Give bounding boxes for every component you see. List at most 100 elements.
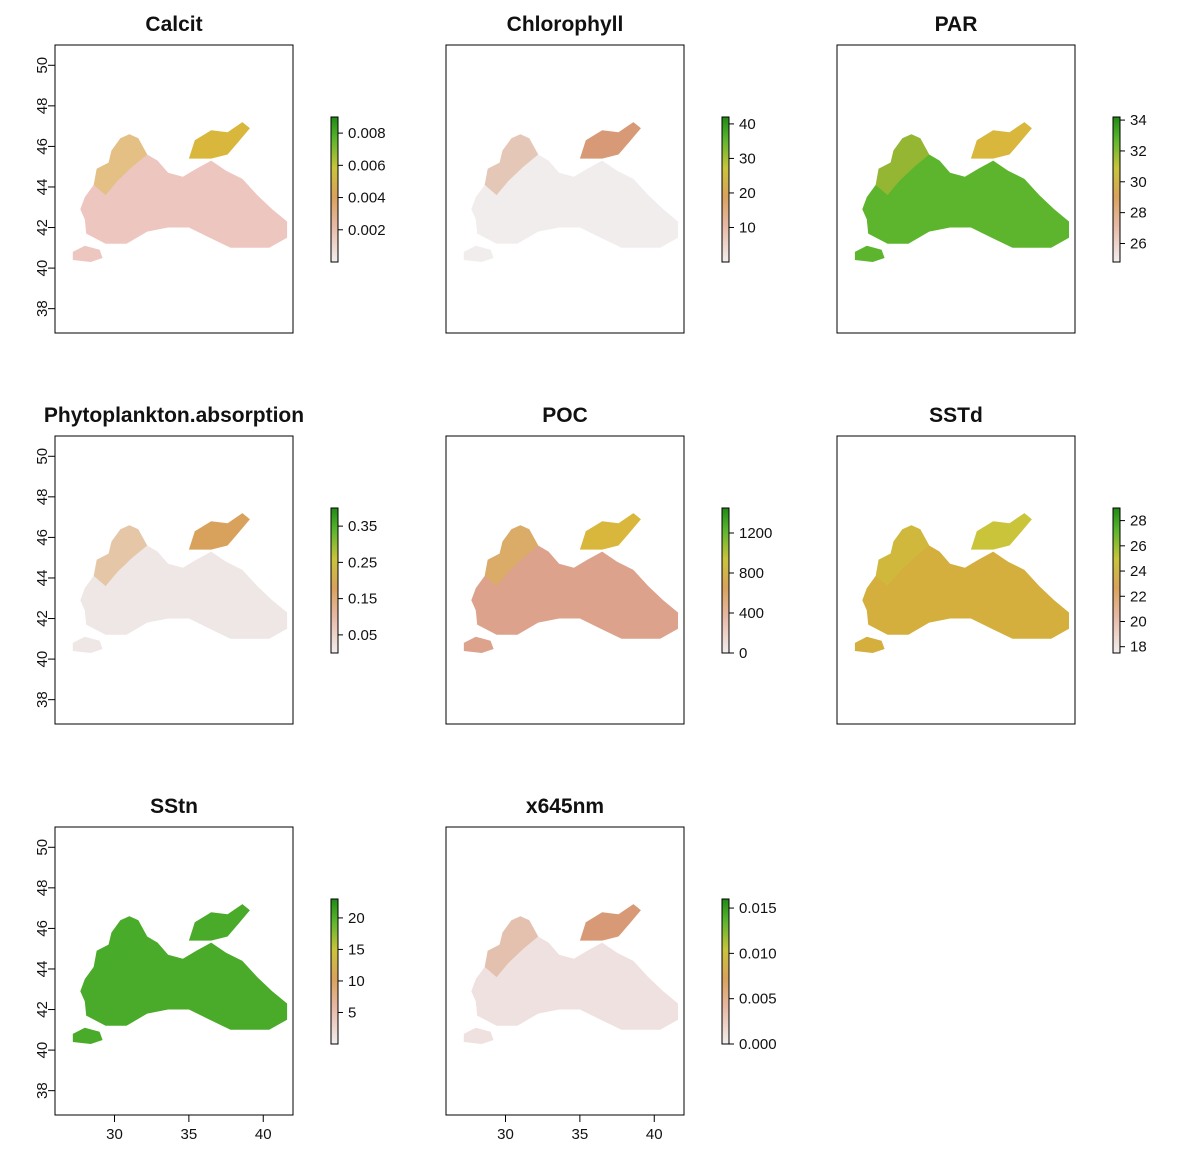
- colorbar-tick-label: 0: [739, 645, 747, 662]
- x-tick-label: 40: [255, 1126, 272, 1143]
- map-panel-4: Phytoplankton.absorption 38 40 42 44 46 48 50 0.…: [34, 404, 377, 725]
- colorbar: [1112, 116, 1121, 263]
- azov-sea-raster: [579, 513, 641, 550]
- marmara-sea-raster: [72, 1027, 103, 1044]
- colorbar-tick-label: 0.35: [348, 518, 377, 535]
- colorbar-tick-label: 0.010: [739, 945, 777, 962]
- colorbar-tick-label: 0.000: [739, 1036, 777, 1053]
- colorbar-tick-label: 20: [1130, 613, 1147, 630]
- colorbar-tick-label: 40: [739, 116, 756, 133]
- colorbar-tick-label: 24: [1130, 563, 1147, 580]
- marmara-sea-raster: [463, 636, 494, 653]
- colorbar-tick-label: 30: [739, 150, 756, 167]
- y-tick-label: 46: [34, 920, 51, 937]
- y-tick-label: 48: [34, 489, 51, 506]
- nw-shelf-raster: [875, 525, 930, 587]
- map-panel-1: Calcit 38 40 42 44 46 48 50 0.002 0.004 0.006 0.008: [34, 13, 386, 334]
- marmara-sea-raster: [854, 636, 885, 653]
- nw-shelf-raster: [484, 916, 539, 978]
- colorbar-tick-label: 30: [1130, 174, 1147, 191]
- colorbar-tick-label: 1200: [739, 525, 772, 542]
- colorbar: [1112, 507, 1121, 654]
- colorbar-tick-label: 34: [1130, 112, 1147, 129]
- colorbar-tick-label: 28: [1130, 513, 1147, 530]
- marmara-sea-raster: [854, 245, 885, 262]
- panel-title: PAR: [935, 13, 978, 36]
- azov-sea-raster: [188, 904, 250, 941]
- y-tick-label: 38: [34, 1082, 51, 1099]
- colorbar-tick-label: 18: [1130, 639, 1147, 656]
- nw-shelf-raster: [875, 134, 930, 196]
- y-tick-label: 48: [34, 98, 51, 115]
- marmara-sea-raster: [72, 245, 103, 262]
- black-sea-raster: [471, 525, 678, 639]
- colorbar-tick-label: 400: [739, 605, 764, 622]
- black-sea-raster: [862, 525, 1069, 639]
- nw-shelf-raster: [93, 134, 148, 196]
- colorbar-tick-label: 10: [348, 973, 365, 990]
- y-tick-label: 40: [34, 1042, 51, 1059]
- colorbar-tick-label: 0.15: [348, 591, 377, 608]
- y-tick-label: 48: [34, 880, 51, 897]
- y-tick-label: 44: [34, 570, 51, 587]
- colorbar-tick-label: 0.002: [348, 222, 386, 239]
- azov-sea-raster: [188, 513, 250, 550]
- colorbar: [721, 507, 730, 654]
- colorbar-tick-label: 5: [348, 1004, 356, 1021]
- x-tick-label: 40: [646, 1126, 663, 1143]
- panel-title: Calcit: [145, 13, 202, 36]
- y-tick-label: 50: [34, 448, 51, 465]
- colorbar-tick-label: 0.005: [739, 991, 777, 1008]
- colorbar-tick-label: 26: [1130, 538, 1147, 555]
- azov-sea-raster: [188, 122, 250, 159]
- y-tick-label: 38: [34, 300, 51, 317]
- azov-sea-raster: [579, 122, 641, 159]
- colorbar-tick-label: 26: [1130, 235, 1147, 252]
- colorbar-tick-label: 0.006: [348, 157, 386, 174]
- y-tick-label: 40: [34, 651, 51, 668]
- black-sea-raster: [80, 134, 288, 248]
- panel-title: SStn: [150, 795, 198, 818]
- colorbar-tick-label: 0.004: [348, 190, 386, 207]
- colorbar: [721, 116, 730, 263]
- marmara-sea-raster: [463, 245, 494, 262]
- panel-title: Chlorophyll: [507, 13, 624, 36]
- y-tick-label: 40: [34, 260, 51, 277]
- y-tick-label: 42: [34, 219, 51, 236]
- map-panel-6: SSTd 18 20 22 24 26 28: [836, 404, 1147, 725]
- colorbar-tick-label: 15: [348, 941, 365, 958]
- nw-shelf-raster: [93, 525, 148, 587]
- y-tick-label: 42: [34, 610, 51, 627]
- y-tick-label: 44: [34, 961, 51, 978]
- y-tick-label: 46: [34, 529, 51, 546]
- colorbar-tick-label: 0.015: [739, 900, 777, 917]
- marmara-sea-raster: [72, 636, 103, 653]
- map-panel-2: Chlorophyll 10 20 30 40: [445, 13, 756, 334]
- colorbar: [721, 898, 730, 1045]
- map-panel-3: PAR 26 28 30 32 34: [836, 13, 1147, 334]
- colorbar-tick-label: 32: [1130, 143, 1147, 160]
- colorbar-tick-label: 0.008: [348, 125, 386, 142]
- y-tick-label: 50: [34, 839, 51, 856]
- y-tick-label: 46: [34, 138, 51, 155]
- panel-title: x645nm: [526, 795, 604, 818]
- x-tick-label: 35: [572, 1126, 589, 1143]
- x-tick-label: 30: [497, 1126, 514, 1143]
- black-sea-raster: [80, 916, 288, 1030]
- colorbar-tick-label: 22: [1130, 588, 1147, 605]
- map-panel-7: SStn 38 40 42 44 46 48 50 30 35 40 5 10 15 20: [34, 795, 365, 1143]
- map-panel-5: POC 0 400 800 1200: [445, 404, 772, 725]
- colorbar: [330, 507, 339, 654]
- black-sea-raster: [471, 916, 678, 1030]
- panel-title: SSTd: [929, 404, 983, 427]
- azov-sea-raster: [970, 122, 1032, 159]
- colorbar: [330, 116, 339, 263]
- azov-sea-raster: [970, 513, 1032, 550]
- colorbar-tick-label: 0.25: [348, 554, 377, 571]
- colorbar-tick-label: 20: [739, 185, 756, 202]
- black-sea-raster: [862, 134, 1069, 248]
- map-panel-8: x645nm 30 35 40 0.000 0.005 0.010 0.015: [445, 795, 777, 1143]
- nw-shelf-raster: [484, 134, 539, 196]
- black-sea-raster: [471, 134, 678, 248]
